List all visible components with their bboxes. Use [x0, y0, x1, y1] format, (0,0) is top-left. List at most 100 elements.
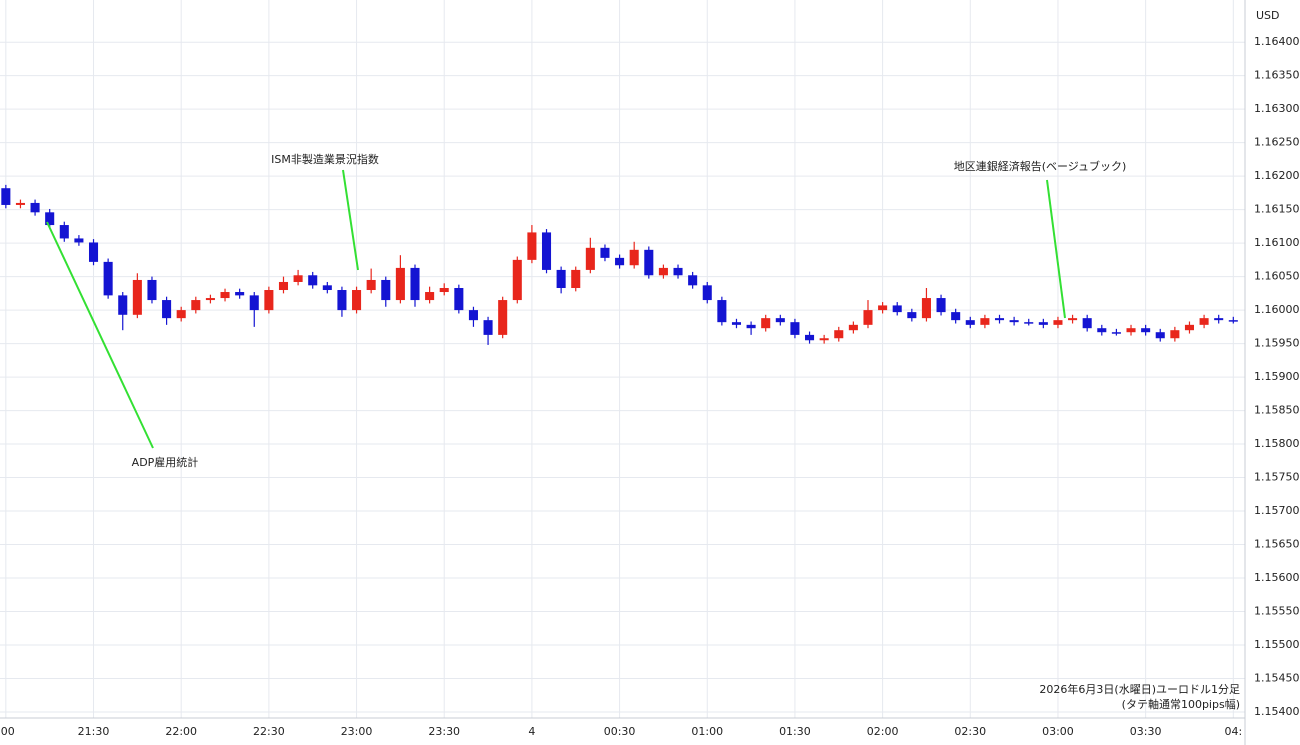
- candle-body: [951, 312, 961, 321]
- y-tick-label: 1.15400: [1254, 705, 1300, 718]
- candle-body: [512, 259, 522, 301]
- x-tick-label: 04:: [1224, 725, 1242, 738]
- y-tick-label: 1.16250: [1254, 136, 1300, 149]
- candle-body: [1126, 328, 1136, 333]
- y-tick-label: 1.16200: [1254, 169, 1300, 182]
- candle-body: [1038, 322, 1048, 325]
- candle-body: [1009, 320, 1019, 323]
- candle-body: [878, 305, 888, 311]
- candle-body: [848, 324, 858, 331]
- annotation-line: [1046, 179, 1066, 319]
- annotation: 地区連銀経済報告(ベージュブック): [954, 159, 1127, 173]
- y-tick-label: 1.15750: [1254, 471, 1300, 484]
- x-tick-label: 22:30: [253, 725, 285, 738]
- candle-body: [746, 324, 756, 329]
- candle-body: [907, 312, 917, 319]
- x-tick-label: :00: [0, 725, 15, 738]
- candle-body: [147, 279, 157, 301]
- x-tick-label: 00:30: [604, 725, 636, 738]
- x-tick-label: 22:00: [165, 725, 197, 738]
- candle-body: [965, 320, 975, 325]
- candle-body: [1024, 322, 1034, 324]
- y-tick-label: 1.15650: [1254, 538, 1300, 551]
- candle-body: [1170, 330, 1180, 339]
- annotation-line: [46, 221, 154, 449]
- candle-body: [921, 298, 931, 319]
- x-tick-label: 23:30: [428, 725, 460, 738]
- candle-body: [132, 279, 142, 315]
- candle-body: [731, 322, 742, 325]
- y-tick-label: 1.16400: [1254, 35, 1300, 48]
- candle-body: [205, 298, 215, 301]
- candle-body: [1053, 320, 1063, 325]
- candle-body: [59, 225, 69, 239]
- y-tick-label: 1.16000: [1254, 303, 1300, 316]
- candle-body: [644, 249, 654, 276]
- currency: USD: [1256, 9, 1280, 22]
- candle-body: [1155, 332, 1165, 339]
- y-tick-label: 1.15800: [1254, 437, 1300, 450]
- y-tick-label: 1.15550: [1254, 605, 1300, 618]
- candle-body: [235, 292, 245, 296]
- x-tick-label: 01:30: [779, 725, 811, 738]
- y-tick-label: 1.16300: [1254, 102, 1300, 115]
- candle-body: [410, 267, 420, 301]
- candle-body: [88, 242, 99, 262]
- candle-body: [395, 267, 405, 301]
- candle-body: [1184, 324, 1195, 331]
- candle-body: [74, 238, 84, 243]
- candle-body: [15, 202, 25, 205]
- candle-body: [30, 202, 40, 213]
- candle-body: [1141, 328, 1151, 333]
- y-tick-label: 1.16050: [1254, 270, 1300, 283]
- y-tick-label: 1.15450: [1254, 671, 1300, 684]
- candle-body: [790, 322, 800, 335]
- candle-body: [308, 275, 318, 286]
- y-tick-label: 1.15950: [1254, 337, 1300, 350]
- y-tick-label: 1.15600: [1254, 571, 1300, 584]
- x-tick-label: 4: [528, 725, 535, 738]
- annotation: ADP雇用統計: [132, 455, 199, 469]
- annotation-line: [342, 169, 359, 271]
- x-tick-label: 02:30: [954, 725, 986, 738]
- candle-body: [600, 247, 610, 258]
- candle-body: [702, 285, 712, 301]
- candle-body: [892, 305, 902, 313]
- x-tick-label: 21:30: [78, 725, 110, 738]
- candle-body: [352, 290, 362, 311]
- note: 2026年6月3日(水曜日)ユーロドル1分足: [1039, 682, 1240, 696]
- x-tick-label: 01:00: [691, 725, 723, 738]
- candle-body: [439, 288, 449, 293]
- candle-body: [454, 288, 464, 311]
- candle-body: [191, 300, 201, 311]
- x-tick-label: 23:00: [341, 725, 373, 738]
- candle-body: [162, 300, 172, 319]
- candle-body: [761, 318, 771, 329]
- y-tick-label: 1.15500: [1254, 638, 1300, 651]
- candle-body: [1082, 318, 1092, 329]
- candle-body: [45, 212, 55, 226]
- candle-body: [805, 334, 815, 341]
- candle-body: [775, 318, 785, 323]
- candle-body: [1228, 320, 1238, 322]
- candle-body: [994, 318, 1005, 321]
- y-tick-label: 1.15700: [1254, 504, 1300, 517]
- candle-body: [468, 310, 478, 321]
- x-tick-label: 03:30: [1130, 725, 1162, 738]
- candle-body: [1214, 318, 1224, 321]
- candle-body: [264, 290, 274, 311]
- candle-body: [1097, 328, 1107, 333]
- x-tick-label: 02:00: [867, 725, 899, 738]
- y-tick-label: 1.16350: [1254, 69, 1300, 82]
- candle-body: [527, 232, 537, 260]
- candle-body: [585, 247, 595, 270]
- annotation: ISM非製造業景況指数: [271, 152, 379, 166]
- candle-body: [322, 285, 332, 291]
- candle-body: [381, 279, 391, 301]
- candle-body: [278, 281, 289, 291]
- candle-body: [118, 295, 128, 315]
- candle-body: [1, 188, 11, 205]
- y-tick-label: 1.15850: [1254, 404, 1300, 417]
- candle-body: [541, 232, 552, 270]
